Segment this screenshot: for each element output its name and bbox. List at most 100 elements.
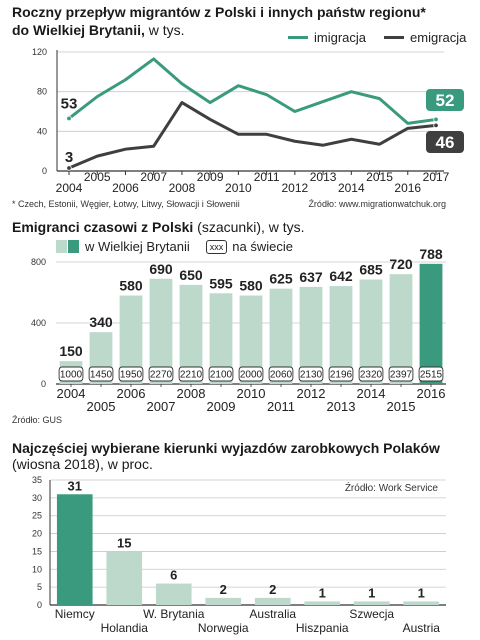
chart2-value-label: 650 (179, 267, 203, 283)
chart2-bar (359, 279, 383, 384)
chart2-value-label: 685 (359, 262, 383, 278)
chart1-xtick-label: 2011 (254, 170, 280, 184)
chart2-bar (419, 263, 443, 384)
chart1-unit: w tys. (144, 22, 185, 38)
chart3-ytick-label: 10 (32, 564, 42, 574)
chart3-xtick-label: Niemcy (55, 607, 95, 621)
chart1-xtick-label: 2017 (423, 170, 450, 184)
chart1-xtick-label: 2007 (140, 170, 167, 184)
chart2-plot: 0 400 800 150 1000 2004 340 1450 2005 580 1950 2006… (31, 246, 446, 414)
chart2-bar (329, 286, 353, 384)
chart1-point-imigracja (433, 116, 439, 123)
legend-imigracja-swatch (288, 36, 308, 39)
chart3-ytick-label: 0 (37, 600, 42, 610)
chart2-ytick-label: 800 (31, 257, 46, 267)
chart1-series-emigracja (68, 101, 437, 170)
chart2-bar (119, 295, 143, 384)
chart2-bar (299, 286, 323, 384)
chart1-xtick-label: 2013 (310, 170, 337, 184)
chart3-xtick-label: Norwegia (198, 621, 249, 635)
legend-bar-pale-swatch (56, 240, 67, 253)
chart2-world-value: 2270 (150, 370, 173, 381)
chart1-xtick-label: 2015 (366, 170, 393, 184)
chart2-world-box (298, 366, 324, 382)
chart1-title-line2-text: do Wielkiej Brytanii, (12, 22, 145, 38)
chart2-world-value: 2100 (210, 370, 233, 381)
chart2-xtick-label: 2009 (207, 399, 236, 414)
chart3-bar (353, 601, 390, 605)
chart1-title-line1: Roczny przepływ migrantów z Polski i inn… (12, 4, 426, 20)
chart2-world-box (118, 366, 144, 382)
chart2-bar (209, 293, 233, 384)
chart3-value-label: 31 (68, 478, 82, 493)
chart3-value-label: 2 (220, 582, 227, 597)
chart3-bar (254, 597, 291, 605)
chart3-bar (205, 597, 242, 605)
chart1-badge-imigracja (426, 89, 464, 111)
legend-box-label: na świecie (232, 239, 293, 254)
chart1-point-emigracja (433, 122, 439, 129)
chart2-xtick-label: 2014 (357, 386, 386, 401)
chart2-world-value: 2000 (240, 370, 263, 381)
chart2-title-suffix: (szacunki), w tys. (193, 219, 305, 235)
chart3-title-text: Najczęściej wybierane kierunki wyjazdów … (12, 440, 440, 456)
chart2-value-label: 340 (89, 314, 113, 330)
chart2-title: Emigranci czasowi z Polski (szacunki), w… (12, 219, 305, 235)
chart3-bar (56, 494, 93, 605)
chart1-footnote: * Czech, Estonii, Węgier, Łotwy, Litwy, … (12, 199, 240, 209)
chart3-value-label: 1 (319, 585, 326, 600)
chart3-value-label: 6 (170, 568, 177, 583)
legend-box-sample: xxx (205, 239, 228, 254)
chart2-title-text: Emigranci czasowi z Polski (12, 219, 194, 235)
chart2-bar (389, 274, 413, 384)
chart3-value-label: 1 (368, 585, 375, 600)
chart3-value-label: 1 (418, 585, 425, 600)
chart2-xtick-label: 2007 (147, 399, 176, 414)
chart3-ytick-label: 25 (32, 511, 42, 521)
chart3-ytick-label: 30 (32, 493, 42, 503)
chart1-ytick-label: 120 (32, 47, 47, 57)
chart2-world-value: 1000 (60, 370, 83, 381)
chart3-xtick-label: Australia (249, 607, 296, 621)
chart1-ytick-label: 80 (37, 87, 47, 97)
chart2-value-label: 625 (269, 271, 293, 287)
chart1-source: Źródło: www.migrationwatchuk.org (308, 199, 446, 209)
chart1-title-line2: do Wielkiej Brytanii, w tys. (12, 22, 185, 38)
chart2-value-label: 637 (299, 269, 323, 285)
legend-bar-teal-swatch (68, 240, 79, 253)
chart2-world-value: 1450 (90, 370, 113, 381)
chart2-xtick-label: 2013 (327, 399, 356, 414)
chart2-bar (179, 284, 203, 384)
chart2-bar (149, 278, 173, 384)
chart2-legend: w Wielkiej Brytanii xxx na świecie (56, 239, 293, 254)
chart2-world-value: 2515 (420, 370, 443, 381)
chart2-world-box (238, 366, 264, 382)
chart1-xtick-label: 2014 (338, 181, 365, 195)
chart3-bar (403, 601, 440, 605)
chart2-world-value: 2060 (270, 370, 293, 381)
chart2-value-label: 150 (59, 343, 83, 359)
chart2-world-value: 2320 (360, 370, 383, 381)
chart3-xtick-label: Austria (403, 621, 441, 635)
chart1-ytick-label: 0 (42, 166, 47, 176)
chart1-series-imigracja (68, 57, 437, 125)
chart1-label-imigracja-first: 53 (61, 95, 78, 112)
chart2-world-box (328, 366, 354, 382)
chart3-bar (155, 583, 192, 605)
chart2-bar (239, 295, 263, 384)
chart2-ytick-label: 0 (41, 379, 46, 389)
chart2-world-box (268, 366, 294, 382)
chart3-xtick-label: Holandia (101, 621, 149, 635)
chart3-bar (106, 551, 143, 605)
chart2-xtick-label: 2006 (117, 386, 146, 401)
chart2-world-value: 2397 (390, 370, 413, 381)
chart3-xtick-label: W. Brytania (143, 607, 205, 621)
chart2-ytick-label: 400 (31, 318, 46, 328)
chart2-world-box (388, 366, 414, 382)
chart1-label-emigracja-last: 46 (436, 133, 455, 152)
chart1-title: Roczny przepływ migrantów z Polski i inn… (12, 4, 426, 20)
chart2-world-value: 2196 (330, 370, 353, 381)
legend-emigracja-label: emigracja (410, 30, 467, 45)
chart1-xtick-label: 2004 (56, 181, 83, 195)
